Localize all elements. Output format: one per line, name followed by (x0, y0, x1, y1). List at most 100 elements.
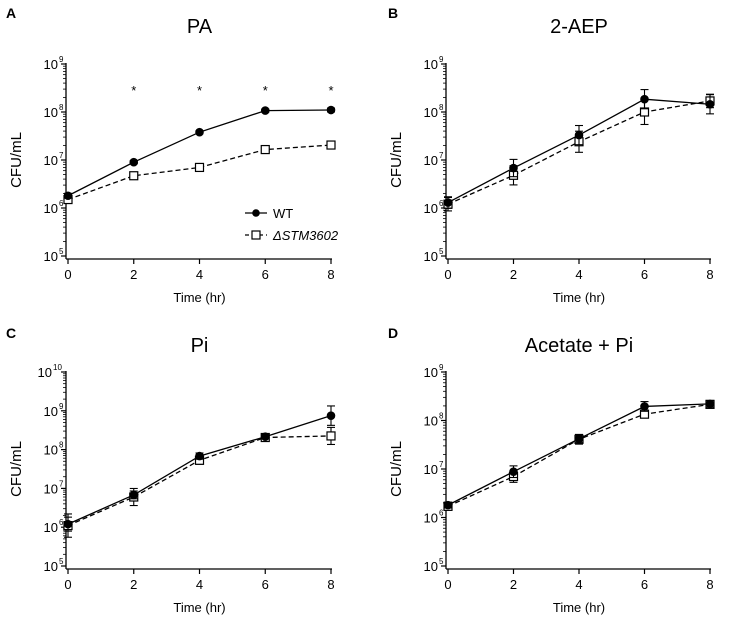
significance-asterisk: * (197, 83, 202, 98)
data-point-wt (326, 105, 336, 115)
y-tick-label: 10 (424, 414, 438, 429)
data-point-wt (705, 399, 715, 409)
y-tick-exponent: 8 (439, 412, 444, 421)
panel-label: A (6, 5, 16, 21)
panel-label: D (388, 325, 398, 341)
y-tick-label: 10 (44, 404, 58, 419)
data-point-wt (129, 490, 139, 500)
data-point-wt (195, 127, 204, 137)
data-point-mutant (129, 171, 139, 181)
series-mutant (443, 93, 715, 212)
x-tick-label: 2 (130, 577, 137, 592)
x-tick-label: 0 (64, 577, 71, 592)
y-tick-label: 10 (44, 201, 58, 216)
y-tick-exponent: 5 (59, 557, 64, 566)
x-tick-label: 6 (641, 577, 648, 592)
series-line (67, 144, 332, 201)
y-tick-exponent: 6 (59, 199, 64, 208)
y-tick-label: 10 (44, 105, 58, 120)
series-wt (63, 405, 336, 532)
y-tick-exponent: 6 (59, 518, 64, 527)
y-tick-label: 10 (424, 57, 438, 72)
legend: WT ΔSTM3602 (245, 206, 339, 243)
y-tick-label: 10 (424, 249, 438, 264)
series-wt (443, 399, 715, 510)
y-axis-title: CFU/mL (8, 441, 25, 497)
chart-title: PA (187, 16, 213, 38)
x-tick-label: 2 (510, 267, 517, 282)
x-tick-label: 0 (444, 267, 451, 282)
x-tick-label: 2 (130, 267, 137, 282)
x-tick-label: 0 (444, 577, 451, 592)
data-point-mutant (326, 431, 336, 441)
x-tick-label: 4 (575, 267, 582, 282)
data-point-wt (574, 434, 584, 444)
data-point-wt (443, 500, 453, 510)
y-tick-exponent: 10 (53, 363, 62, 372)
data-point-wt (129, 157, 139, 167)
y-tick-label: 10 (44, 559, 58, 574)
data-point-wt (443, 198, 453, 207)
chart-title: Pi (191, 335, 209, 357)
y-tick-exponent: 5 (59, 247, 64, 256)
y-axis-title: CFU/mL (388, 441, 405, 497)
y-tick-exponent: 8 (59, 103, 64, 112)
series-mutant (443, 399, 715, 511)
x-tick-label: 4 (575, 577, 582, 592)
chart-title: 2-AEP (550, 16, 608, 38)
series-line (447, 403, 711, 507)
data-point-mutant (326, 140, 336, 150)
legend-label: WT (273, 206, 293, 221)
data-point-mutant (260, 144, 270, 155)
panel-label: B (388, 5, 398, 21)
y-tick-exponent: 7 (439, 460, 444, 469)
y-tick-label: 10 (424, 365, 438, 380)
y-tick-exponent: 7 (59, 479, 64, 488)
series-mutant (63, 426, 336, 538)
y-tick-label: 10 (424, 462, 438, 477)
y-tick-exponent: 6 (439, 199, 444, 208)
x-tick-label: 4 (196, 577, 203, 592)
x-axis-title: Time (hr) (173, 290, 225, 305)
x-tick-label: 8 (706, 577, 713, 592)
x-tick-label: 2 (510, 577, 517, 592)
x-axis-title: Time (hr) (553, 600, 605, 615)
y-tick-label: 10 (44, 481, 58, 496)
y-tick-exponent: 9 (439, 363, 444, 372)
series-wt (63, 105, 336, 201)
y-tick-label: 10 (44, 249, 58, 264)
significance-asterisk: * (263, 83, 268, 98)
significance-asterisk: * (131, 83, 136, 98)
y-tick-label: 10 (38, 365, 52, 380)
x-tick-label: 6 (641, 267, 648, 282)
y-tick-exponent: 9 (439, 55, 444, 64)
y-tick-exponent: 5 (439, 557, 444, 566)
series-line (67, 109, 332, 197)
x-tick-label: 6 (262, 267, 269, 282)
data-point-wt (509, 467, 518, 476)
y-tick-exponent: 7 (439, 151, 444, 160)
y-tick-label: 10 (424, 559, 438, 574)
significance-asterisk: * (328, 83, 333, 98)
data-point-wt (260, 106, 270, 115)
series-wt (443, 89, 715, 209)
y-tick-exponent: 6 (439, 509, 444, 518)
y-tick-exponent: 9 (59, 55, 64, 64)
legend-marker-mutant (251, 230, 261, 240)
data-point-wt (326, 411, 336, 420)
x-axis-title: Time (hr) (173, 600, 225, 615)
y-tick-label: 10 (424, 511, 438, 526)
y-tick-label: 10 (44, 153, 58, 168)
data-point-mutant (194, 162, 205, 173)
series-line (67, 435, 332, 527)
y-tick-exponent: 8 (439, 103, 444, 112)
data-point-wt (260, 432, 270, 442)
data-point-wt (640, 94, 649, 104)
x-tick-label: 0 (64, 267, 71, 282)
y-axis-title: CFU/mL (8, 132, 25, 188)
legend-marker-wt (252, 209, 260, 217)
y-tick-exponent: 5 (439, 247, 444, 256)
